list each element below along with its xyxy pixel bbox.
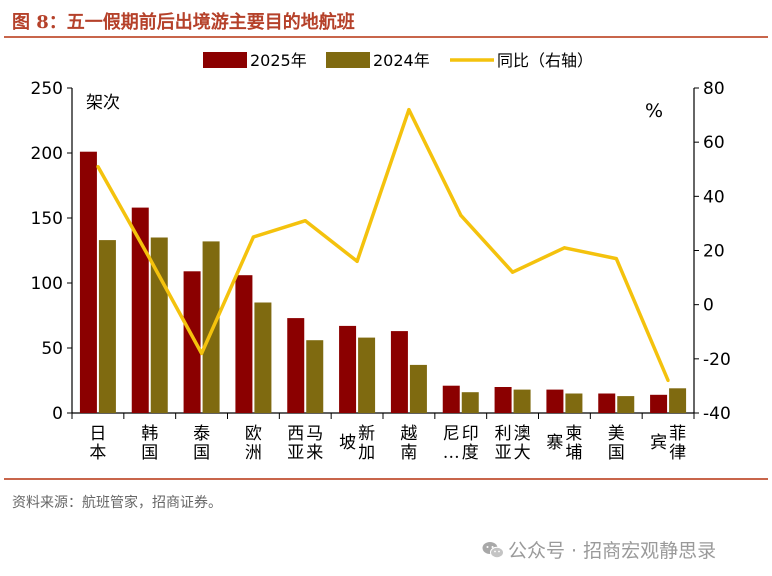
- x-tick-label: 马来: [306, 424, 323, 463]
- right-tick-label: 40: [703, 187, 725, 207]
- right-tick-label: 0: [703, 296, 714, 316]
- left-tick-label: 200: [31, 144, 63, 164]
- bar-2024: [98, 240, 116, 413]
- right-tick-label: -40: [703, 404, 731, 424]
- x-tick-label: 美国: [608, 424, 625, 463]
- x-tick-label: 印度: [462, 424, 479, 463]
- bar-2025: [183, 271, 201, 413]
- x-tick-label: 寨: [546, 433, 563, 453]
- x-tick-label: 菲律: [669, 424, 686, 463]
- left-tick-label: 50: [41, 339, 63, 359]
- x-tick-label: 柬埔: [565, 424, 582, 463]
- bar-2025: [390, 331, 408, 413]
- bar-2025: [131, 207, 149, 413]
- x-tick-label: 新加: [358, 424, 375, 463]
- x-tick-label: 利亚: [495, 424, 512, 463]
- left-tick-label: 100: [31, 274, 63, 294]
- right-tick-label: -20: [703, 350, 731, 370]
- yoy-point: [459, 213, 463, 217]
- x-tick-label: 尼…: [443, 424, 460, 463]
- bar-2025: [546, 389, 564, 413]
- watermark: 公众号 · 招商宏观静思录: [482, 536, 716, 563]
- yoy-line: [96, 107, 670, 382]
- wechat-icon: [482, 542, 504, 559]
- x-tick-label: 泰国: [193, 424, 210, 463]
- watermark-text: 公众号 · 招商宏观静思录: [508, 540, 717, 562]
- yoy-point: [510, 270, 515, 274]
- bar-2024: [565, 393, 583, 413]
- yoy-point: [251, 235, 256, 239]
- bar-2025: [79, 151, 97, 413]
- x-tick-label: 澳大: [514, 424, 531, 463]
- legend-label-2024: 2024年: [373, 51, 430, 70]
- x-tick-label: 欧洲: [245, 424, 262, 463]
- yoy-point: [407, 108, 411, 112]
- yoy-point: [96, 164, 100, 169]
- yoy-point: [355, 259, 359, 263]
- yoy-point: [614, 257, 618, 261]
- left-tick-label: 0: [52, 404, 63, 424]
- bar-2024: [202, 241, 220, 413]
- bar-2024: [513, 389, 531, 413]
- yoy-point: [303, 219, 307, 223]
- right-tick-label: 20: [703, 242, 725, 262]
- y-right-label: %: [645, 100, 663, 122]
- legend-label-2025: 2025年: [250, 51, 307, 70]
- yoy-point: [148, 257, 152, 261]
- bar-2024: [358, 337, 376, 413]
- legend-swatch-2025: [203, 52, 247, 68]
- bar-2024: [306, 340, 324, 413]
- bar-2025: [442, 385, 460, 413]
- left-tick-label: 250: [31, 79, 63, 99]
- legend-swatch-2024: [326, 52, 370, 68]
- bar-2024: [254, 302, 272, 413]
- bar-2025: [650, 394, 668, 413]
- bar-2025: [494, 387, 512, 413]
- yoy-point: [199, 351, 204, 356]
- title-divider: [4, 36, 768, 38]
- x-tick-label: 越南: [400, 424, 417, 463]
- source-note: 资料来源：航班管家，招商证券。: [12, 495, 222, 511]
- x-tick-label: 韩国: [141, 424, 158, 463]
- bar-2024: [617, 396, 635, 413]
- y-left-label: 架次: [86, 93, 120, 113]
- bar-2024: [669, 388, 687, 413]
- figure-title: 图 8：五一假期前后出境游主要目的地航班: [12, 12, 355, 33]
- source-divider: [4, 478, 768, 480]
- x-tick-label: 宾: [650, 433, 667, 453]
- bar-2024: [409, 364, 427, 413]
- left-tick-label: 150: [31, 209, 63, 229]
- right-tick-label: 60: [703, 133, 725, 153]
- yoy-point: [562, 246, 567, 250]
- x-tick-label: 日本: [89, 424, 106, 463]
- bar-2025: [339, 325, 357, 413]
- legend-label-yoy: 同比（右轴）: [497, 51, 593, 70]
- x-tick-label: 坡: [339, 433, 356, 453]
- bar-2025: [235, 275, 253, 413]
- bar-2025: [287, 318, 305, 413]
- x-tick-label: 西亚: [287, 424, 304, 463]
- bar-2025: [598, 393, 616, 413]
- bar-2024: [461, 392, 479, 413]
- yoy-point: [666, 378, 670, 383]
- right-tick-label: 80: [703, 79, 725, 99]
- bar-line-chart: 0 50 100 150 200 250 -40 -20 0 20 40 60 80 架次 % 日本韩国泰国欧…: [31, 51, 731, 463]
